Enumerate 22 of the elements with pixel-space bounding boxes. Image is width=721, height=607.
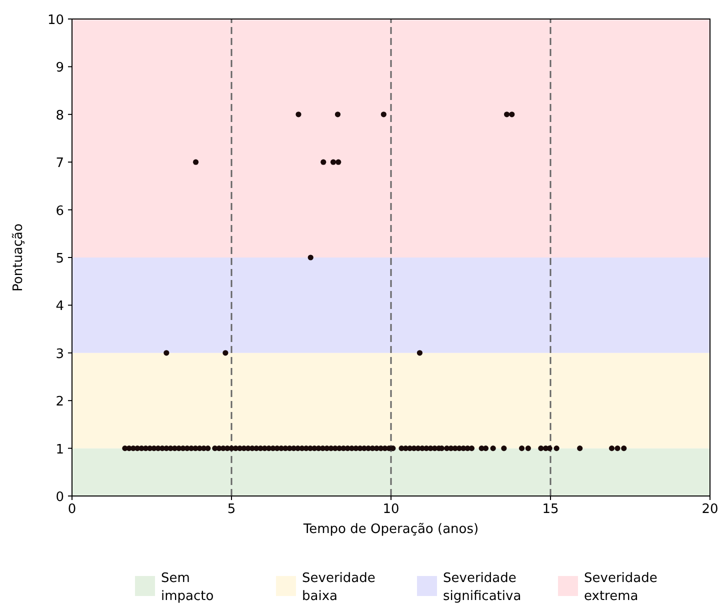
y-tick-label: 0 (56, 490, 64, 505)
y-tick-label: 7 (56, 156, 64, 172)
y-tick-label: 10 (47, 13, 64, 28)
x-tick-label: 20 (702, 502, 718, 517)
legend-label: Severidade significativa (443, 571, 522, 604)
y-tick-label: 3 (56, 346, 64, 362)
legend-label: Severidade extrema (584, 571, 658, 604)
x-axis-title: Tempo de Operação (anos) (302, 522, 479, 537)
y-tick-label: 4 (56, 299, 64, 314)
y-tick-label: 5 (56, 252, 64, 266)
x-tick-label: 15 (542, 502, 559, 517)
y-tick-label: 6 (56, 204, 64, 219)
y-tick-label: 8 (56, 108, 64, 124)
y-tick-label: 2 (56, 394, 64, 410)
x-tick-label: 0 (68, 502, 76, 517)
x-tick-label: 5 (227, 502, 236, 517)
y-axis-title: Pontuação (11, 223, 26, 292)
y-tick-label: 1 (56, 442, 64, 458)
x-tick-label: 10 (382, 502, 400, 517)
y-tick-label: 9 (56, 60, 64, 76)
legend-label: Severidade baixa (302, 571, 376, 604)
legend-label: Sem impacto (161, 571, 214, 604)
